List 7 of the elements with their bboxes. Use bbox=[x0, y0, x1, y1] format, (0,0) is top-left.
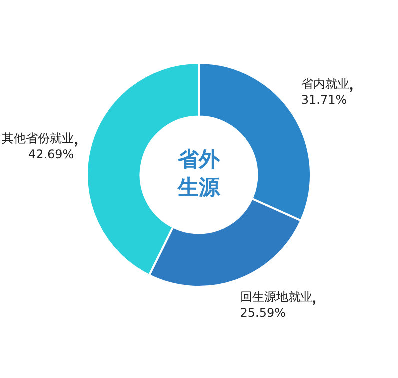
slice-label: 其他省份就业 bbox=[2, 131, 74, 146]
data-label: 42.69% bbox=[28, 147, 74, 162]
text: 省外生源 bbox=[177, 147, 221, 200]
slice-label: 回生源地就业 bbox=[240, 290, 312, 304]
data-label: 31.71% bbox=[301, 92, 348, 107]
slice-label: 省内就业 bbox=[301, 76, 350, 91]
data-label: 25.59% bbox=[240, 306, 286, 320]
